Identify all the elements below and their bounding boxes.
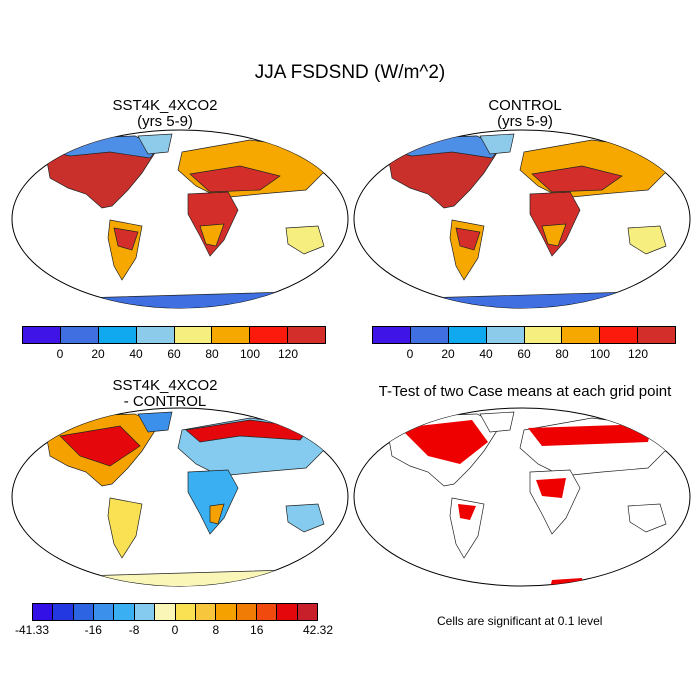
panel-2-title-line1: CONTROL <box>488 97 562 114</box>
colorbar-swatch <box>212 327 251 343</box>
colorbar-tick-label: 120 <box>627 347 649 361</box>
colorbar-swatch <box>114 604 135 620</box>
colorbar-swatch <box>486 327 525 343</box>
colorbar-swatch <box>410 327 449 343</box>
colorbar-swatch <box>297 604 318 620</box>
colorbar-tick-label: 100 <box>239 347 261 361</box>
panel-4-title-line1: T-Test of two Case means at each grid po… <box>378 383 672 400</box>
panel-2-title-line2: (yrs 5-9) <box>497 113 553 130</box>
colorbar-tick-label: 80 <box>555 347 569 361</box>
colorbar-tick-label: -16 <box>84 623 102 637</box>
colorbar-tick-label: 120 <box>277 347 299 361</box>
significance-note: Cells are significant at 0.1 level <box>437 614 603 628</box>
colorbar-tick-label: 42.32 <box>302 623 334 637</box>
panel-2-title: CONTROL (yrs 5-9) <box>400 98 650 130</box>
colorbar-swatch <box>60 327 99 343</box>
colorbar-tick-label: 60 <box>167 347 181 361</box>
colorbar-difference-labels: -41.33 -16 -8 0 8 16 42.32 <box>15 623 333 639</box>
colorbar-swatch <box>174 327 213 343</box>
panel-1-title-line2: (yrs 5-9) <box>137 113 193 130</box>
colorbar-tick-label: 20 <box>91 347 105 361</box>
colorbar-tick-label: 60 <box>517 347 531 361</box>
colorbar-swatch <box>94 604 115 620</box>
colorbar-tick-label: 0 <box>171 623 179 637</box>
colorbar-swatch <box>600 327 639 343</box>
colorbar-swatch <box>524 327 563 343</box>
colorbar-swatch <box>33 604 54 620</box>
australia <box>285 225 325 255</box>
colorbar-panel-1 <box>22 326 326 344</box>
colorbar-difference <box>32 603 318 621</box>
colorbar-swatch <box>562 327 601 343</box>
colorbar-swatch <box>236 604 257 620</box>
colorbar-tick-label: 40 <box>129 347 143 361</box>
colorbar-swatch <box>448 327 487 343</box>
colorbar-swatch <box>23 327 61 343</box>
colorbar-swatch <box>155 604 176 620</box>
greenland <box>137 133 173 155</box>
colorbar-tick-label: 40 <box>479 347 493 361</box>
panel-3-title-line1: SST4K_4XCO2 <box>112 377 218 394</box>
panel-3-title: SST4K_4XCO2 - CONTROL <box>40 378 290 410</box>
panel-1-title: SST4K_4XCO2 (yrs 5-9) <box>40 98 290 130</box>
colorbar-swatch <box>98 327 137 343</box>
map-sst4k-4xco2 <box>11 129 349 309</box>
colorbar-tick-label: 0 <box>56 347 64 361</box>
map-difference <box>11 407 349 587</box>
colorbar-swatch <box>53 604 74 620</box>
colorbar-swatch <box>256 604 278 620</box>
colorbar-panel-2 <box>372 326 676 344</box>
africa <box>187 191 239 257</box>
colorbar-swatch <box>277 604 298 620</box>
colorbar-swatch <box>216 604 237 620</box>
colorbar-tick-label: -41.33 <box>14 623 50 637</box>
colorbar-swatch <box>288 327 325 343</box>
panel-1-title-line1: SST4K_4XCO2 <box>112 97 218 114</box>
panel-4-title: T-Test of two Case means at each grid po… <box>350 384 700 400</box>
colorbar-tick-label: 8 <box>212 623 220 637</box>
colorbar-swatch <box>175 604 196 620</box>
colorbar-swatch <box>373 327 411 343</box>
colorbar-tick-label: 16 <box>250 623 264 637</box>
map-t-test <box>353 407 691 587</box>
colorbar-swatch <box>136 327 175 343</box>
colorbar-swatch <box>250 327 289 343</box>
colorbar-tick-label: -8 <box>128 623 140 637</box>
colorbar-swatch <box>638 327 675 343</box>
colorbar-swatch <box>195 604 217 620</box>
colorbar-tick-label: 20 <box>441 347 455 361</box>
map-control <box>353 129 691 309</box>
colorbar-panel-1-labels: 0 20 40 60 80 100 120 <box>22 347 326 363</box>
colorbar-tick-label: 0 <box>406 347 414 361</box>
colorbar-swatch <box>134 604 156 620</box>
colorbar-panel-2-labels: 0 20 40 60 80 100 120 <box>372 347 676 363</box>
colorbar-tick-label: 100 <box>589 347 611 361</box>
panel-3-title-line2: - CONTROL <box>123 393 207 410</box>
colorbar-tick-label: 80 <box>205 347 219 361</box>
colorbar-swatch <box>73 604 95 620</box>
figure-title: JJA FSDSND (W/m^2) <box>254 62 446 83</box>
